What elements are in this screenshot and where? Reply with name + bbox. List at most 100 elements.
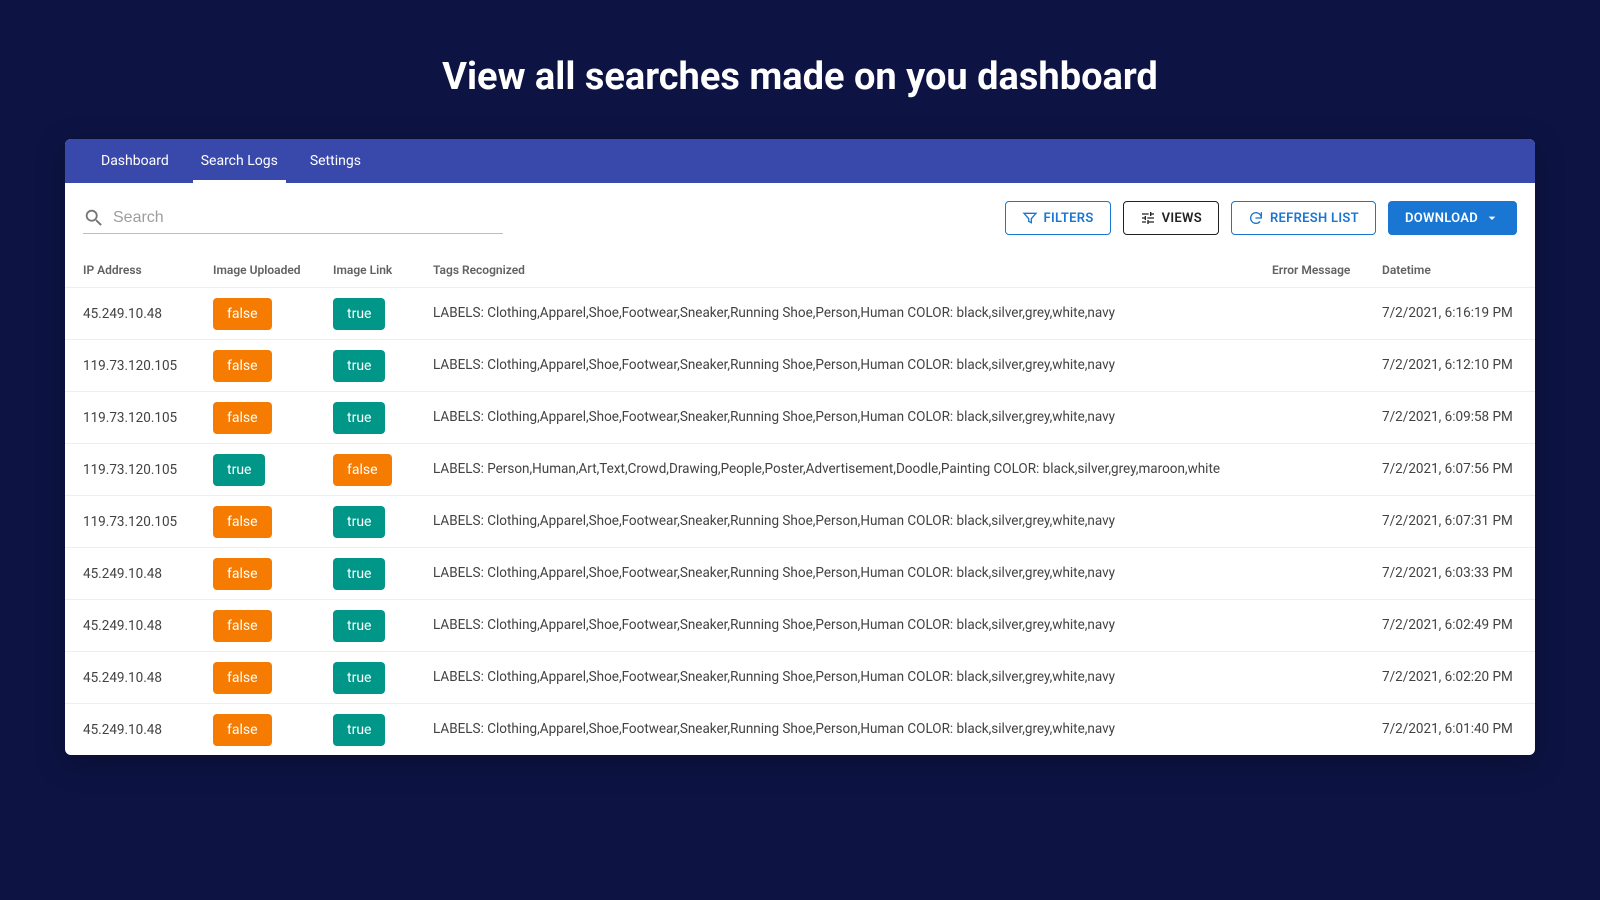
cell-tags: LABELS: Person,Human,Art,Text,Crowd,Draw… (433, 460, 1272, 478)
caret-down-icon (1484, 210, 1500, 226)
table-row: 45.249.10.48false true LABELS: Clothing,Ap… (65, 287, 1535, 339)
table-body: 45.249.10.48falsetrueLABELS: Clothing,Ap… (65, 287, 1535, 755)
cell-uploaded: false (213, 350, 333, 382)
views-button[interactable]: VIEWS (1123, 201, 1219, 235)
cell-datetime: 7/2/2021, 6:12:10 PM (1382, 356, 1517, 374)
th-ip: IP Address (83, 263, 213, 277)
cell-link: true (333, 610, 433, 642)
table-row: 119.73.120.105false true LABELS: Clothing,… (65, 339, 1535, 391)
cell-tags: LABELS: Clothing,Apparel,Shoe,Footwear,S… (433, 408, 1272, 426)
cell-datetime: 7/2/2021, 6:02:20 PM (1382, 668, 1517, 686)
cell-tags: LABELS: Clothing,Apparel,Shoe,Footwear,S… (433, 512, 1272, 530)
uploaded-badge: false (213, 610, 272, 642)
table-header: IP Address Image Uploaded Image Link Tag… (65, 245, 1535, 287)
link-badge: true (333, 402, 385, 434)
tab-search-logs[interactable]: Search Logs (185, 139, 294, 183)
uploaded-badge: true (213, 454, 265, 486)
cell-link: true (333, 402, 433, 434)
link-badge: true (333, 558, 385, 590)
link-badge: true (333, 662, 385, 694)
refresh-button[interactable]: REFRESH LIST (1231, 201, 1376, 235)
cell-uploaded: false (213, 402, 333, 434)
cell-datetime: 7/2/2021, 6:16:19 PM (1382, 304, 1517, 322)
cell-link: true (333, 298, 433, 330)
cell-uploaded: false (213, 662, 333, 694)
th-link: Image Link (333, 263, 433, 277)
cell-tags: LABELS: Clothing,Apparel,Shoe,Footwear,S… (433, 668, 1272, 686)
cell-ip: 45.249.10.48 (83, 618, 213, 634)
cell-link: true (333, 558, 433, 590)
cell-datetime: 7/2/2021, 6:02:49 PM (1382, 616, 1517, 634)
filter-icon (1022, 210, 1038, 226)
uploaded-badge: false (213, 558, 272, 590)
cell-tags: LABELS: Clothing,Apparel,Shoe,Footwear,S… (433, 564, 1272, 582)
download-label: DOWNLOAD (1405, 211, 1478, 226)
search-logs-table: IP Address Image Uploaded Image Link Tag… (65, 245, 1535, 755)
cell-uploaded: false (213, 714, 333, 746)
th-datetime: Datetime (1382, 263, 1517, 277)
table-row: 45.249.10.48falsetrue LABELS: Clothing,Ap… (65, 651, 1535, 703)
uploaded-badge: false (213, 714, 272, 746)
link-badge: false (333, 454, 392, 486)
search-icon (83, 207, 105, 229)
cell-link: true (333, 662, 433, 694)
tab-settings[interactable]: Settings (294, 139, 377, 183)
table-row: 45.249.10.48false true LABELS: Clothing,Ap… (65, 703, 1535, 755)
filters-label: FILTERS (1044, 211, 1094, 226)
table-row: 45.249.10.48false true LABELS: Clothing,Ap… (65, 547, 1535, 599)
cell-uploaded: false (213, 298, 333, 330)
cell-ip: 45.249.10.48 (83, 670, 213, 686)
cell-uploaded: false (213, 610, 333, 642)
search-field[interactable] (83, 203, 503, 234)
cell-ip: 119.73.120.105 (83, 462, 213, 478)
toolbar: FILTERS VIEWS REFRESH LIST DOWNLOAD (65, 183, 1535, 245)
tab-dashboard[interactable]: Dashboard (85, 139, 185, 183)
page-title: View all searches made on you dashboard (0, 0, 1600, 139)
uploaded-badge: false (213, 298, 272, 330)
cell-datetime: 7/2/2021, 6:09:58 PM (1382, 408, 1517, 426)
link-badge: true (333, 298, 385, 330)
cell-uploaded: false (213, 558, 333, 590)
link-badge: true (333, 610, 385, 642)
cell-datetime: 7/2/2021, 6:07:56 PM (1382, 460, 1517, 478)
cell-tags: LABELS: Clothing,Apparel,Shoe,Footwear,S… (433, 720, 1272, 738)
refresh-icon (1248, 210, 1264, 226)
link-badge: true (333, 714, 385, 746)
cell-tags: LABELS: Clothing,Apparel,Shoe,Footwear,S… (433, 356, 1272, 374)
link-badge: true (333, 506, 385, 538)
table-row: 119.73.120.105true false LABELS: Person,Hu… (65, 443, 1535, 495)
cell-tags: LABELS: Clothing,Apparel,Shoe,Footwear,S… (433, 616, 1272, 634)
tabs-bar: Dashboard Search Logs Settings (65, 139, 1535, 183)
table-row: 45.249.10.48false true LABELS: Clothing,Ap… (65, 599, 1535, 651)
table-row: 119.73.120.105false true LABELS: Clothing,… (65, 391, 1535, 443)
link-badge: true (333, 350, 385, 382)
cell-ip: 45.249.10.48 (83, 306, 213, 322)
tune-icon (1140, 210, 1156, 226)
cell-ip: 45.249.10.48 (83, 566, 213, 582)
cell-datetime: 7/2/2021, 6:07:31 PM (1382, 512, 1517, 530)
filters-button[interactable]: FILTERS (1005, 201, 1111, 235)
cell-ip: 119.73.120.105 (83, 358, 213, 374)
cell-tags: LABELS: Clothing,Apparel,Shoe,Footwear,S… (433, 304, 1272, 322)
search-input[interactable] (113, 209, 503, 227)
main-panel: Dashboard Search Logs Settings FILTERS V… (65, 139, 1535, 755)
cell-ip: 119.73.120.105 (83, 514, 213, 530)
download-button[interactable]: DOWNLOAD (1388, 201, 1517, 235)
refresh-label: REFRESH LIST (1270, 211, 1359, 226)
cell-datetime: 7/2/2021, 6:01:40 PM (1382, 720, 1517, 738)
cell-ip: 119.73.120.105 (83, 410, 213, 426)
uploaded-badge: false (213, 506, 272, 538)
views-label: VIEWS (1162, 211, 1202, 226)
cell-link: true (333, 506, 433, 538)
uploaded-badge: false (213, 402, 272, 434)
cell-datetime: 7/2/2021, 6:03:33 PM (1382, 564, 1517, 582)
cell-ip: 45.249.10.48 (83, 722, 213, 738)
cell-link: true (333, 350, 433, 382)
uploaded-badge: false (213, 350, 272, 382)
th-error: Error Message (1272, 263, 1382, 277)
cell-uploaded: true (213, 454, 333, 486)
th-uploaded: Image Uploaded (213, 263, 333, 277)
table-row: 119.73.120.105false true LABELS: Clothing,… (65, 495, 1535, 547)
cell-link: false (333, 454, 433, 486)
cell-link: true (333, 714, 433, 746)
